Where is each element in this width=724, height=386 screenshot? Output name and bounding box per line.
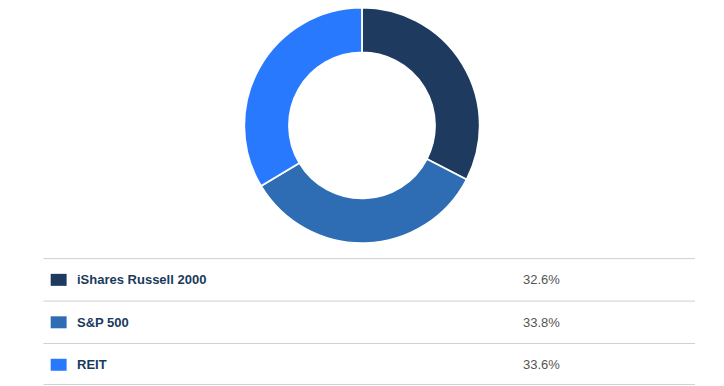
svg-text:S&P 500: S&P 500 <box>77 315 129 330</box>
svg-text:32.6%: 32.6% <box>523 272 560 287</box>
svg-text:iShares Russell 2000: iShares Russell 2000 <box>77 272 206 287</box>
svg-text:REIT: REIT <box>77 357 107 372</box>
svg-text:33.6%: 33.6% <box>523 357 560 372</box>
svg-text:33.8%: 33.8% <box>523 315 560 330</box>
